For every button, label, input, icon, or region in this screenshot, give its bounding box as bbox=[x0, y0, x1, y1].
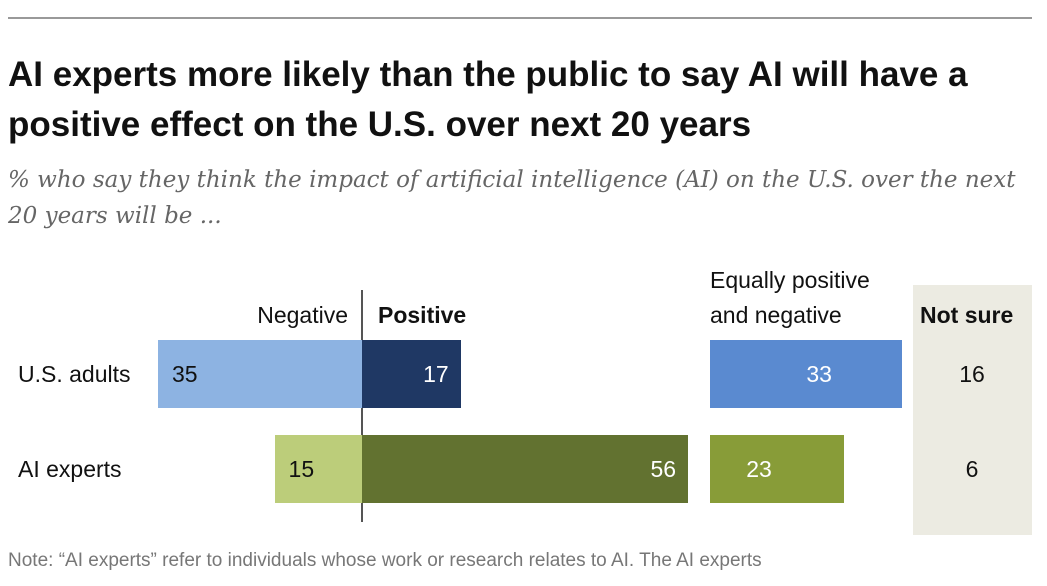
label-negative-ai-experts: 15 bbox=[288, 456, 315, 482]
top-rule bbox=[8, 17, 1032, 19]
header-not-sure: Not sure bbox=[920, 302, 1014, 328]
header-equally-line2: and negative bbox=[710, 302, 842, 328]
label-not-sure-ai-experts: 6 bbox=[965, 456, 979, 482]
bar-negative-ai-experts bbox=[274, 435, 362, 503]
chart-title: AI experts more likely than the public t… bbox=[8, 55, 968, 144]
chart-note: Note: “AI experts” refer to individuals … bbox=[8, 550, 762, 571]
row-label-us-adults: U.S. adults bbox=[18, 361, 131, 387]
bar-equally-ai-experts bbox=[710, 435, 845, 503]
not-sure-column-background bbox=[913, 285, 1032, 535]
label-positive-us-adults: 17 bbox=[423, 361, 449, 387]
label-equally-us-adults: 33 bbox=[806, 361, 832, 387]
label-positive-ai-experts: 56 bbox=[650, 456, 677, 482]
header-positive: Positive bbox=[378, 302, 467, 328]
bar-positive-ai-experts bbox=[362, 435, 689, 503]
bar-negative-us-adults bbox=[157, 340, 362, 408]
bar-equally-us-adults bbox=[710, 340, 903, 408]
row-label-ai-experts: AI experts bbox=[18, 456, 122, 482]
label-equally-ai-experts: 23 bbox=[746, 456, 772, 482]
chart-subtitle: % who say they think the impact of artif… bbox=[8, 167, 1016, 229]
header-equally-line1: Equally positive bbox=[710, 267, 870, 293]
header-negative: Negative bbox=[257, 302, 348, 328]
label-negative-us-adults: 35 bbox=[171, 361, 198, 387]
bar-positive-us-adults bbox=[362, 340, 462, 408]
label-not-sure-us-adults: 16 bbox=[959, 361, 985, 387]
